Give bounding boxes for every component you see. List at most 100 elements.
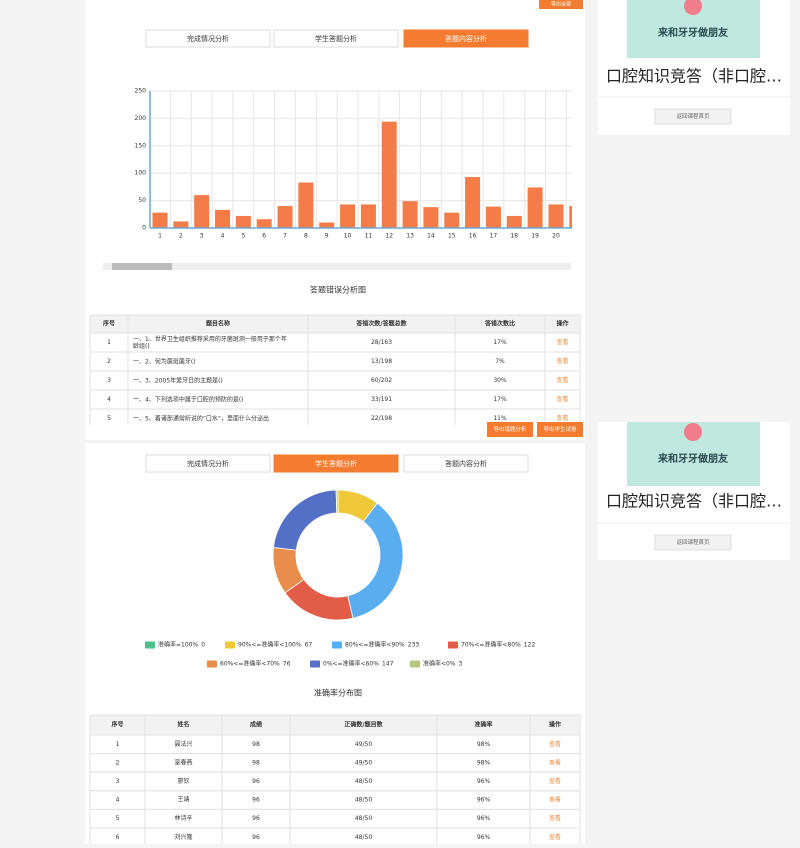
view-link[interactable]: 查看 <box>556 376 568 384</box>
export-all-button[interactable] <box>539 0 583 9</box>
x-tick-label: 4 <box>221 233 225 240</box>
back-button[interactable] <box>654 108 732 125</box>
column-header: 题目名称 <box>205 320 230 328</box>
scroll-thumb[interactable] <box>112 263 172 270</box>
bar <box>256 219 272 228</box>
x-tick-label: 3 <box>200 233 204 240</box>
chart-title: 答题错误分析图 <box>310 285 366 295</box>
header-row <box>89 714 581 736</box>
cell: 96 <box>252 815 260 822</box>
cell: 2 <box>116 759 120 766</box>
legend-swatch <box>207 660 217 668</box>
row <box>89 771 581 792</box>
column-header: 正确数/题目数 <box>344 721 383 729</box>
row <box>89 827 581 848</box>
tab-label: 学生答题分析 <box>315 459 357 468</box>
column-header: 操作 <box>556 320 568 328</box>
view-link[interactable]: 查看 <box>549 740 561 748</box>
cell: 98 <box>252 741 260 748</box>
bar <box>277 206 293 228</box>
bar <box>381 121 397 228</box>
y-tick-label: 50 <box>138 197 146 204</box>
legend-label: 准确率=100% <box>158 641 198 649</box>
table: 序号 姓名 成绩 正确数/题目数 准确率 操作 1 聂法兴 98 49/50 98% 查看 2 辜春燕 98… <box>89 714 581 848</box>
x-tick-label: 2 <box>179 233 183 240</box>
cell: 一、3、2005年爱牙日的主题是() <box>133 376 223 384</box>
cell: 98 <box>252 759 260 766</box>
cell: 辜春燕 <box>174 758 192 766</box>
cell: 48/50 <box>355 815 372 822</box>
view-link[interactable]: 查看 <box>549 833 561 841</box>
view-link[interactable]: 查看 <box>549 796 561 804</box>
column-header: 答错次数/答题总数 <box>356 320 407 328</box>
x-tick-label: 14 <box>427 233 435 240</box>
cell: 28/163 <box>371 339 392 346</box>
cell: 5 <box>107 415 111 422</box>
button[interactable] <box>537 422 583 437</box>
view-link[interactable]: 查看 <box>556 338 568 346</box>
x-tick-label: 12 <box>385 233 393 240</box>
x-tick-label: 9 <box>325 233 329 240</box>
tab[interactable] <box>145 29 271 48</box>
y-tick-label: 100 <box>135 170 147 177</box>
cell: 60/202 <box>371 377 392 384</box>
cell: 48/50 <box>355 834 372 841</box>
legend-value: 76 <box>283 661 291 668</box>
view-link[interactable]: 查看 <box>556 414 568 422</box>
donut-segment <box>335 489 339 514</box>
view-link[interactable]: 查看 <box>556 357 568 365</box>
legend-swatch <box>310 660 320 668</box>
cell: 6 <box>116 834 120 841</box>
column-header: 操作 <box>549 721 561 729</box>
tab[interactable] <box>273 29 399 48</box>
button[interactable] <box>487 422 533 437</box>
tab[interactable] <box>403 29 529 48</box>
card-banner: 来和牙牙做朋友 <box>657 452 728 465</box>
cell: 3 <box>107 377 111 384</box>
cell: 王靖 <box>177 796 189 804</box>
tab[interactable] <box>145 454 271 473</box>
cell: 刘兴隆 <box>174 833 192 841</box>
legend-label: 60%<=准确率<70% <box>220 660 280 668</box>
cell: 17% <box>493 339 507 346</box>
view-link[interactable]: 查看 <box>549 777 561 785</box>
cell: 聂法兴 <box>174 740 192 748</box>
cell: 2 <box>107 358 111 365</box>
legend-swatch <box>145 641 155 649</box>
back-button[interactable] <box>654 534 732 551</box>
x-tick-label: 8 <box>304 233 308 240</box>
view-link[interactable]: 查看 <box>556 395 568 403</box>
view-link[interactable]: 查看 <box>549 758 561 766</box>
bar <box>485 206 501 228</box>
cell: 1 <box>116 741 120 748</box>
tab-label: 完成情况分析 <box>187 34 229 43</box>
bar <box>444 212 460 228</box>
bar <box>298 182 314 228</box>
legend-swatch <box>332 641 342 649</box>
tooth-icon <box>684 0 702 15</box>
chart-title: 准确率分布图 <box>314 688 362 698</box>
bar <box>319 222 335 228</box>
cell: 一、5、着诸部通常听说的“口水”，里面什么分泌出 <box>133 414 269 422</box>
tab[interactable] <box>273 454 399 473</box>
x-tick-label: 16 <box>469 233 477 240</box>
cell: 48/50 <box>355 778 372 785</box>
button-label: 返回课程首页 <box>676 538 710 546</box>
cell: 22/198 <box>371 415 392 422</box>
cell: 5 <box>116 815 120 822</box>
bar <box>423 207 439 228</box>
tab[interactable] <box>403 454 529 473</box>
legend-swatch <box>448 641 458 649</box>
view-link[interactable]: 查看 <box>549 814 561 822</box>
cell: 96% <box>477 778 491 785</box>
cell: 一、1、世界卫生组织推荐采用的牙菌斑测一般用于那个年龄组() <box>133 335 287 350</box>
cell: 4 <box>116 797 120 804</box>
cell: 96 <box>252 797 260 804</box>
scrollbar[interactable] <box>103 263 571 270</box>
x-tick-label: 17 <box>490 233 498 240</box>
cell: 一、2、何为菌斑菌牙() <box>133 357 196 365</box>
row <box>89 734 581 755</box>
cell: 30% <box>493 377 507 384</box>
bar <box>402 201 418 228</box>
